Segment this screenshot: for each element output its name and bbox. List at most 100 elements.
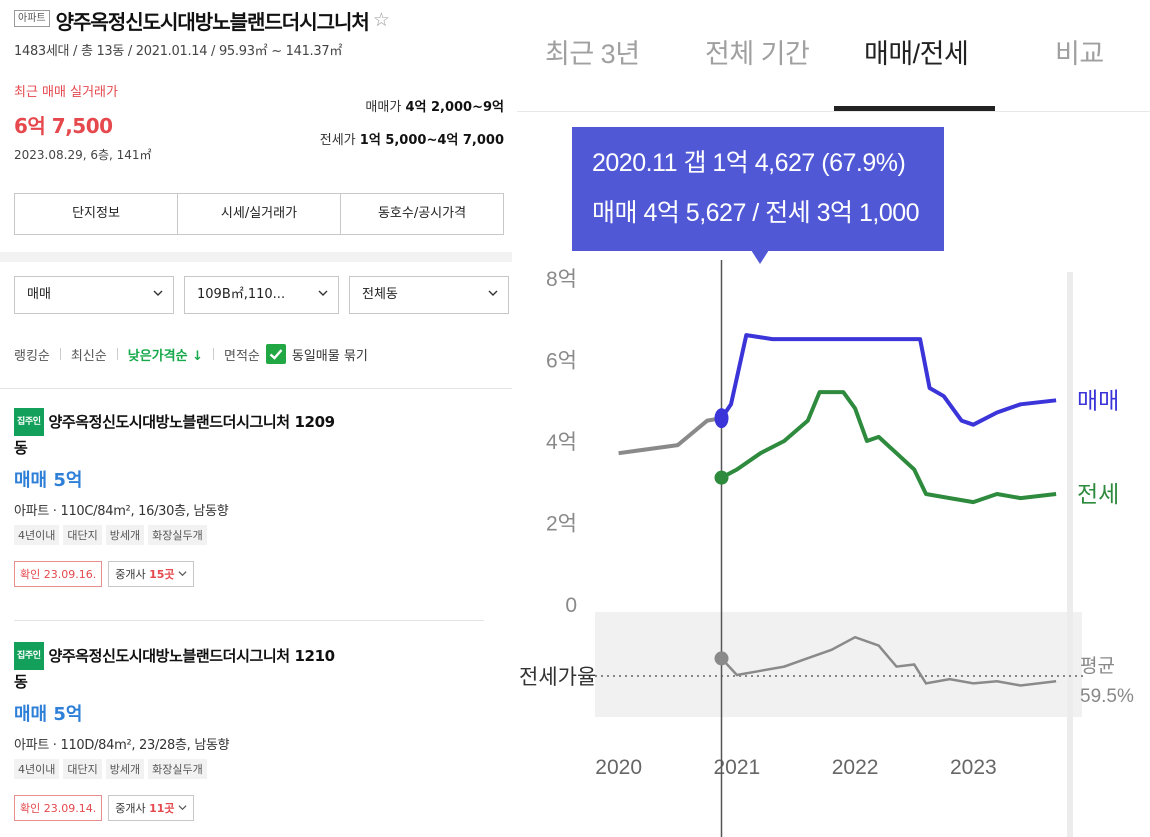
agent-count-button[interactable]: 중개사 11곳 (108, 795, 195, 821)
confirm-date-badge: 확인 23.09.14. (14, 795, 103, 821)
listing-title: 집주인 양주옥정신도시대방노블랜드더시그니처 1209 동 (14, 408, 494, 460)
trade-type-select[interactable]: 매매 (14, 276, 174, 314)
tab-sale-jeonse[interactable]: 매매/전세 (864, 39, 969, 69)
tab-price-deals[interactable]: 시세/실거래가 (178, 194, 341, 234)
sale-price-range: 매매가 4억 2,000~9억 (365, 96, 504, 115)
average-value: 59.5% (1080, 686, 1134, 707)
sort-bar: 랭킹순 최신순 낮은가격순 ↓ 면적순 동일매물 묶기 (14, 344, 368, 364)
x-tick-label: 2021 (714, 756, 761, 779)
y-tick-label: 2억 (546, 513, 577, 536)
tooltip-price-line: 매매 4억 5,627 / 전세 3억 1,000 (592, 199, 920, 227)
sort-area[interactable]: 면적순 (224, 348, 260, 364)
list-item[interactable]: 집주인 양주옥정신도시대방노블랜드더시그니처 1210 동 매매 5억 아파트 … (14, 642, 494, 821)
jeonse-selected-point (714, 470, 729, 485)
sort-divider (213, 348, 214, 360)
chevron-down-icon (488, 290, 498, 296)
area-select[interactable]: 109B㎡,110... (184, 276, 339, 314)
dong-value: 전체동 (362, 287, 398, 302)
y-tick-label: 6억 (546, 350, 577, 373)
complex-name: 양주옥정신도시대방노블랜드더시그니처 (55, 10, 370, 34)
listing-title: 집주인 양주옥정신도시대방노블랜드더시그니처 1210 동 (14, 642, 494, 694)
sort-divider (59, 348, 61, 360)
recent-deal-price: 6억 7,500 (14, 114, 113, 138)
tab-complex-info[interactable]: 단지정보 (15, 194, 178, 234)
jeonse-range-value: 1억 5,000~4억 7,000 (359, 133, 504, 148)
owner-badge: 집주인 (14, 408, 44, 436)
sort-ranking[interactable]: 랭킹순 (14, 348, 50, 364)
listing-tag: 방세개 (105, 525, 145, 545)
recent-deal-label: 최근 매매 실거래가 (14, 85, 118, 100)
x-tick-label: 2020 (595, 756, 642, 779)
check-icon (269, 349, 283, 360)
area-value: 109B㎡,110... (197, 287, 286, 302)
jeonse-price-range: 전세가 1억 5,000~4억 7,000 (320, 129, 504, 148)
tab-all-period[interactable]: 전체 기간 (705, 39, 810, 69)
agent-label: 중개사 (115, 568, 146, 581)
list-divider (0, 388, 512, 389)
group-same-listing-label: 동일매물 묶기 (291, 348, 368, 364)
listing-description: 아파트 · 110D/84m², 23/28층, 남동향 (14, 738, 230, 753)
favorite-star-icon[interactable]: ☆ (372, 8, 390, 31)
listing-tag: 화장실두개 (148, 759, 207, 779)
sale-selected-point (714, 408, 729, 429)
average-label: 평균 (1080, 655, 1115, 677)
listing-tags: 4년이내 대단지 방세개 화장실두개 (14, 759, 494, 779)
chevron-down-icon (178, 805, 187, 811)
complex-tabs: 단지정보 시세/실거래가 동호수/공시가격 (14, 193, 504, 235)
sort-low-price[interactable]: 낮은가격순 ↓ (127, 348, 203, 364)
chevron-down-icon (153, 290, 163, 296)
listing-tag: 화장실두개 (148, 525, 207, 545)
listing-tag: 대단지 (63, 759, 102, 779)
chevron-down-icon (178, 571, 187, 577)
y-tick-label: 8억 (546, 268, 577, 291)
jeonse-range-label: 전세가 (319, 133, 356, 148)
jeonse-line (720, 390, 1057, 505)
tab-recent-3-years[interactable]: 최근 3년 (545, 39, 640, 69)
chart-tabs: 최근 3년 전체 기간 매매/전세 비교 (517, 0, 1150, 112)
tab-unit-official-price[interactable]: 동호수/공시가격 (377, 206, 467, 221)
agent-count: 11곳 (149, 802, 175, 815)
listing-tags: 4년이내 대단지 방세개 화장실두개 (14, 525, 494, 545)
listing-tag: 방세개 (105, 759, 145, 779)
sale-range-value: 4억 2,000~9억 (405, 100, 504, 115)
tab-compare[interactable]: 비교 (1055, 39, 1104, 69)
chart-panel: 최근 3년 전체 기간 매매/전세 비교 8억 6억 4억 2억 0 2020 2021 20… (517, 0, 1150, 837)
agent-label: 중개사 (115, 802, 146, 815)
property-type-badge: 아파트 (14, 10, 50, 27)
list-item[interactable]: 집주인 양주옥정신도시대방노블랜드더시그니처 1209 동 매매 5억 아파트 … (14, 408, 494, 587)
listing-footer: 확인 23.09.16. 중개사 15곳 (14, 561, 494, 587)
listing-name-line2: 동 (14, 439, 28, 457)
listing-name-line2: 동 (14, 673, 28, 691)
group-same-listing-checkbox[interactable] (265, 344, 286, 364)
agent-count: 15곳 (149, 568, 175, 581)
y-tick-label: 0 (565, 594, 577, 617)
listing-price: 매매 5억 (14, 704, 83, 725)
listing-tag: 4년이내 (14, 525, 60, 545)
trade-type-value: 매매 (27, 287, 51, 302)
confirm-date-badge: 확인 23.09.16. (14, 561, 103, 587)
x-tick-label: 2023 (950, 756, 997, 779)
listing-price: 매매 5억 (14, 470, 83, 491)
listing-tag: 4년이내 (14, 759, 60, 779)
jeonse-ratio-line (720, 635, 1057, 687)
sale-history-line (618, 416, 722, 456)
complex-summary: 1483세대 / 총 13동 / 2021.01.14 / 95.93㎡ ~ 1… (14, 44, 343, 59)
agent-count-button[interactable]: 중개사 15곳 (108, 561, 195, 587)
listing-name-line1: 양주옥정신도시대방노블랜드더시그니처 1210 (48, 647, 335, 665)
ratio-selected-point (714, 651, 729, 666)
sort-latest[interactable]: 최신순 (70, 348, 107, 364)
sort-divider (116, 348, 118, 360)
listing-panel: 아파트 양주옥정신도시대방노블랜드더시그니처 ☆ 1483세대 / 총 13동 / … (0, 0, 512, 837)
jeonse-series-label: 전세 (1077, 481, 1119, 507)
section-divider (0, 252, 512, 262)
recent-deal-date: 2023.08.29, 6층, 141㎡ (14, 148, 152, 162)
dong-select[interactable]: 전체동 (349, 276, 509, 314)
sale-line (719, 333, 1057, 427)
y-tick-label: 4억 (546, 431, 577, 454)
listing-tag: 대단지 (63, 525, 102, 545)
listing-footer: 확인 23.09.14. 중개사 11곳 (14, 795, 494, 821)
chart-tooltip: 2020.11 갭 1억 4,627 (67.9%) 매매 4억 5,627 /… (572, 127, 944, 251)
x-tick-label: 2022 (832, 756, 879, 779)
ratio-label: 전세가율 (519, 666, 596, 689)
